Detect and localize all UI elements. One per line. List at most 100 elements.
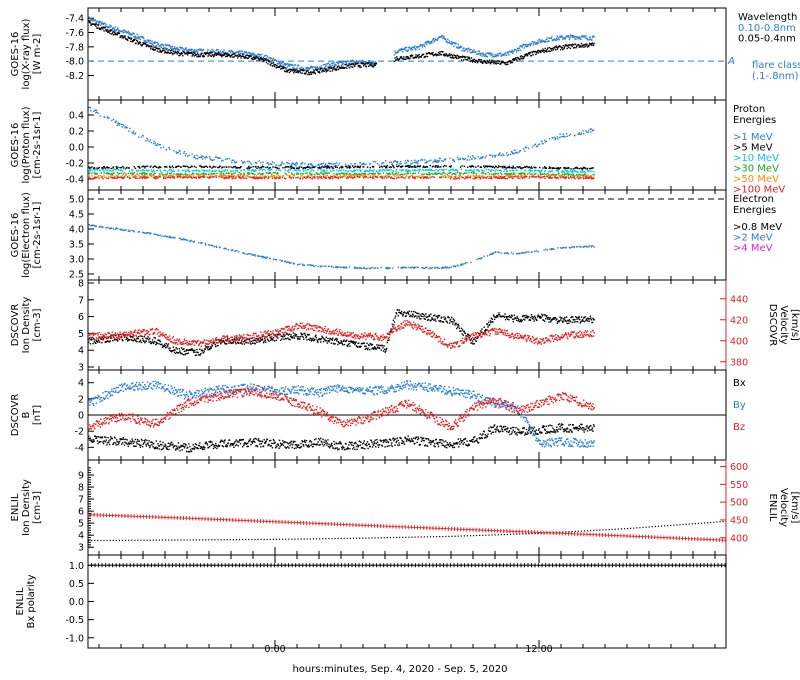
data-point xyxy=(453,265,455,267)
data-point xyxy=(493,61,496,63)
data-point xyxy=(174,47,176,50)
data-point xyxy=(138,231,140,233)
data-point xyxy=(139,36,141,38)
data-point xyxy=(446,266,448,269)
data-point xyxy=(342,166,344,168)
data-point xyxy=(238,251,240,253)
data-point xyxy=(330,170,332,172)
data-point xyxy=(348,64,350,67)
data-point xyxy=(506,167,508,169)
data-point xyxy=(239,174,242,177)
data-point xyxy=(582,176,584,178)
data-point xyxy=(448,40,451,42)
data-point xyxy=(333,65,336,68)
data-point xyxy=(166,44,168,46)
data-point xyxy=(433,159,436,161)
data-point xyxy=(390,161,392,163)
data-point xyxy=(482,172,485,174)
data-point xyxy=(469,58,471,60)
data-point xyxy=(405,165,407,167)
data-point xyxy=(422,267,425,270)
data-point xyxy=(367,65,370,67)
data-point xyxy=(437,165,439,167)
data-point xyxy=(164,169,166,172)
data-point xyxy=(244,161,246,163)
data-point xyxy=(190,176,193,178)
data-point xyxy=(277,177,280,179)
data-point xyxy=(567,45,569,47)
data-point xyxy=(151,40,153,42)
data-point xyxy=(260,56,262,59)
data-point xyxy=(519,175,522,178)
data-point xyxy=(187,54,189,56)
data-point xyxy=(532,44,534,46)
data-point xyxy=(593,171,595,173)
data-point xyxy=(415,49,417,51)
data-point xyxy=(324,169,326,172)
data-point xyxy=(221,160,223,162)
data-point xyxy=(264,169,266,171)
data-point xyxy=(512,253,514,255)
data-point xyxy=(509,153,512,156)
data-point xyxy=(297,172,299,174)
data-point xyxy=(138,38,140,40)
data-point xyxy=(240,57,242,59)
data-point xyxy=(509,172,511,175)
data-point xyxy=(366,267,368,270)
data-point xyxy=(518,175,520,177)
data-point xyxy=(149,166,151,168)
data-point xyxy=(454,55,457,57)
data-point xyxy=(426,53,428,55)
y-axis-label: [W m-2] xyxy=(32,34,43,75)
data-point xyxy=(540,41,542,44)
data-point xyxy=(252,165,254,168)
data-point xyxy=(414,172,417,175)
data-point xyxy=(521,172,524,174)
data-point xyxy=(442,266,444,268)
right-axis-label: [km/s] xyxy=(789,309,800,341)
data-point xyxy=(491,156,494,158)
data-point xyxy=(213,55,215,57)
data-point xyxy=(215,174,217,177)
data-point xyxy=(172,47,174,50)
data-point xyxy=(589,128,591,130)
data-point xyxy=(457,170,459,172)
data-point xyxy=(143,39,145,42)
data-point xyxy=(382,172,385,174)
data-point xyxy=(112,167,114,169)
data-point xyxy=(110,29,112,31)
data-point xyxy=(344,266,346,268)
data-point xyxy=(301,175,303,177)
data-point xyxy=(147,39,149,41)
data-point xyxy=(98,177,100,180)
data-point xyxy=(569,247,572,249)
right-axis-label: Velocity xyxy=(778,305,789,344)
data-point xyxy=(271,177,274,179)
data-point xyxy=(589,42,591,44)
data-point xyxy=(557,171,560,173)
data-point xyxy=(207,55,209,57)
data-point xyxy=(138,169,140,171)
data-point xyxy=(303,176,305,179)
data-point xyxy=(329,64,331,66)
data-point xyxy=(178,52,181,55)
data-point xyxy=(509,60,511,62)
data-point xyxy=(88,106,90,109)
data-point xyxy=(404,48,406,51)
data-point xyxy=(367,177,369,179)
data-point xyxy=(108,29,110,32)
data-point xyxy=(318,164,320,166)
data-point xyxy=(307,70,309,72)
data-point xyxy=(232,159,235,161)
data-point xyxy=(373,169,375,171)
data-point xyxy=(288,175,290,177)
data-point xyxy=(112,34,115,36)
data-point xyxy=(422,53,425,56)
data-point xyxy=(111,29,113,31)
data-point xyxy=(191,174,194,176)
data-point xyxy=(309,172,311,174)
data-point xyxy=(283,177,286,180)
data-point xyxy=(584,177,587,179)
data-point xyxy=(482,156,484,158)
data-point xyxy=(322,67,324,70)
